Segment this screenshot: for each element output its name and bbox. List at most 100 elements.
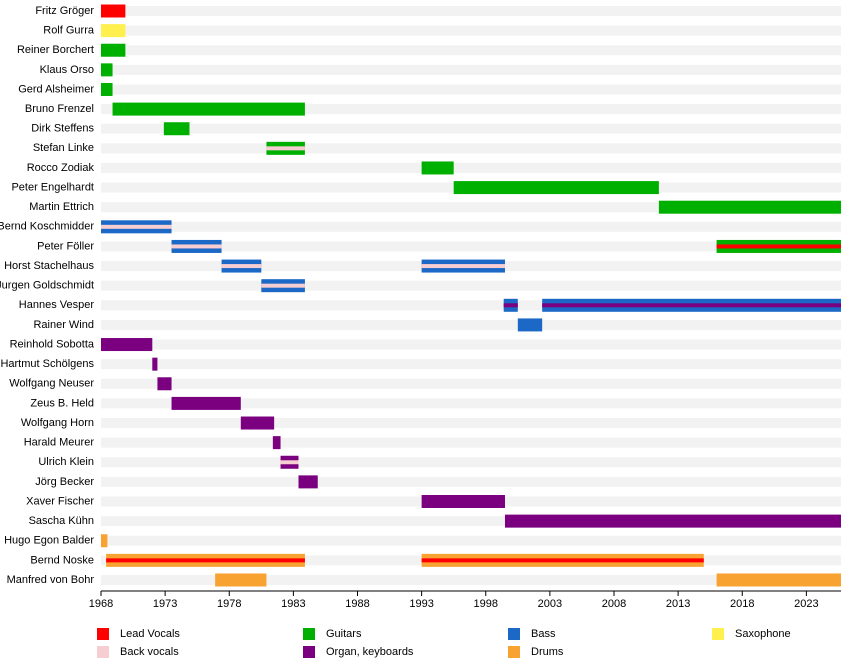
member-label: Reinhold Sobotta xyxy=(10,338,95,350)
bar-stripe xyxy=(266,146,305,151)
member-label: Sascha Kühn xyxy=(29,515,94,527)
bar xyxy=(504,514,841,528)
bar-stripe xyxy=(221,264,262,269)
member-label: Hannes Vesper xyxy=(19,299,95,311)
member-label: Dirk Steffens xyxy=(31,123,94,135)
row-band xyxy=(101,339,841,350)
row-band xyxy=(101,398,841,409)
bar xyxy=(101,63,113,77)
row-band xyxy=(101,25,841,36)
bar-stripe xyxy=(503,303,518,308)
member-label: Peter Föller xyxy=(37,240,94,252)
row-band xyxy=(101,45,841,56)
row-band xyxy=(101,84,841,95)
member-label: Manfred von Bohr xyxy=(7,574,95,586)
x-tick-label: 1998 xyxy=(474,598,498,610)
member-label: Jörg Becker xyxy=(35,476,94,488)
member-label: Gerd Alsheimer xyxy=(18,83,94,95)
x-tick-label: 2008 xyxy=(602,598,626,610)
bar xyxy=(421,161,454,175)
bar xyxy=(453,181,659,195)
legend-label: Organ, keyboards xyxy=(326,646,414,658)
bar xyxy=(101,338,153,352)
member-label: Ulrich Klein xyxy=(38,456,94,468)
legend-label: Drums xyxy=(531,646,564,658)
bar xyxy=(101,43,126,57)
bar-stripe xyxy=(106,558,305,563)
row-band xyxy=(101,457,841,468)
row-band xyxy=(101,476,841,487)
bar xyxy=(163,122,190,136)
bar xyxy=(112,102,305,116)
legend-swatch xyxy=(712,628,724,640)
member-label: Bruno Frenzel xyxy=(25,103,94,115)
x-tick-label: 1983 xyxy=(281,598,305,610)
member-label: Rolf Gurra xyxy=(43,25,95,37)
row-band xyxy=(101,104,841,115)
row-band xyxy=(101,280,841,291)
x-tick-label: 1988 xyxy=(345,598,369,610)
bar-stripe xyxy=(280,460,299,465)
legend-label: Guitars xyxy=(326,628,362,640)
bar xyxy=(517,318,543,332)
member-label: Wolfgang Horn xyxy=(21,417,94,429)
bar-stripe xyxy=(261,283,305,288)
member-label: Reiner Borchert xyxy=(17,44,94,56)
legend-label: Lead Vocals xyxy=(120,628,180,640)
member-label: Wolfgang Neuser xyxy=(9,378,94,390)
row-band xyxy=(101,162,841,173)
row-band xyxy=(101,378,841,389)
member-label: Horst Stachelhaus xyxy=(4,260,94,272)
bar-stripe xyxy=(542,303,841,308)
x-tick-label: 1968 xyxy=(89,598,113,610)
member-label: Martin Ettrich xyxy=(29,201,94,213)
bar-stripe xyxy=(716,244,841,249)
bar xyxy=(272,436,281,450)
bar xyxy=(298,475,318,489)
bar xyxy=(240,416,275,430)
row-band xyxy=(101,535,841,546)
legend-swatch xyxy=(97,628,109,640)
member-label: Rocco Zodiak xyxy=(27,162,95,174)
legend-swatch xyxy=(508,646,520,658)
row-band xyxy=(101,202,841,213)
row-band xyxy=(101,516,841,527)
member-label: Peter Engelhardt xyxy=(11,181,94,193)
bar xyxy=(101,4,126,18)
x-tick-label: 1973 xyxy=(153,598,177,610)
member-label: Zeus B. Held xyxy=(30,397,94,409)
legend-swatch xyxy=(97,646,109,658)
row-band xyxy=(101,123,841,134)
row-band xyxy=(101,64,841,75)
x-tick-label: 2018 xyxy=(730,598,754,610)
member-label: Harald Meurer xyxy=(24,437,95,449)
row-band xyxy=(101,418,841,429)
bar-stripe xyxy=(421,264,505,269)
x-tick-label: 2013 xyxy=(666,598,690,610)
legend-label: Bass xyxy=(531,628,556,640)
row-band xyxy=(101,319,841,330)
row-band xyxy=(101,143,841,154)
bar xyxy=(421,495,505,508)
legend-label: Saxophone xyxy=(735,628,791,640)
bar-stripe xyxy=(171,244,222,249)
bar xyxy=(215,573,267,587)
bar-stripe xyxy=(101,224,172,229)
bar xyxy=(101,534,108,548)
bar xyxy=(171,396,241,410)
member-label: Stefan Linke xyxy=(33,142,94,154)
bar-stripe xyxy=(421,558,704,563)
member-label: Hugo Egon Balder xyxy=(4,535,94,547)
row-band xyxy=(101,6,841,16)
legend-swatch xyxy=(303,646,315,658)
bar xyxy=(157,377,172,391)
member-label: Jurgen Goldschmidt xyxy=(0,280,94,292)
member-label: Bernd Koschmidder xyxy=(0,221,94,233)
bar xyxy=(152,357,158,371)
bar xyxy=(716,573,841,587)
x-tick-label: 1993 xyxy=(409,598,433,610)
x-tick-label: 2003 xyxy=(538,598,562,610)
row-band xyxy=(101,300,841,311)
legend-swatch xyxy=(303,628,315,640)
